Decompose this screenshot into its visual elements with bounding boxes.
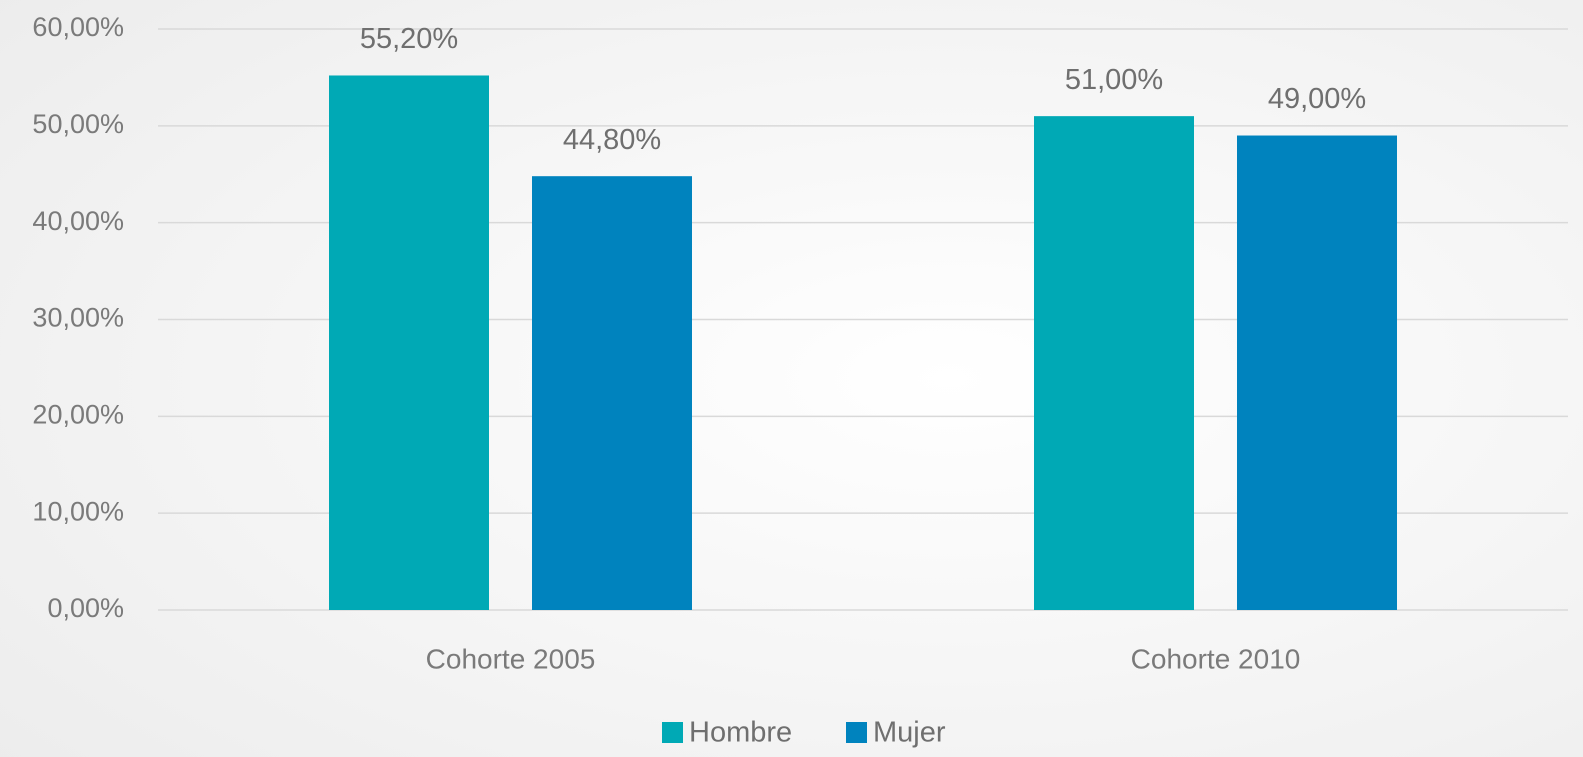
y-tick-label: 0,00% bbox=[47, 593, 124, 623]
legend-label: Hombre bbox=[689, 717, 792, 749]
y-tick-label: 20,00% bbox=[32, 399, 124, 429]
x-tick-label: Cohorte 2010 bbox=[1131, 643, 1301, 674]
legend-swatch bbox=[662, 722, 683, 743]
bar bbox=[329, 75, 489, 611]
data-label: 55,20% bbox=[360, 23, 458, 55]
y-tick-label: 40,00% bbox=[32, 206, 124, 236]
bar bbox=[532, 176, 692, 611]
y-tick-label: 60,00% bbox=[32, 12, 124, 42]
x-tick-label: Cohorte 2005 bbox=[426, 643, 596, 674]
bar bbox=[1034, 116, 1194, 611]
y-tick-label: 10,00% bbox=[32, 496, 124, 526]
data-label: 44,80% bbox=[563, 124, 661, 156]
y-tick-label: 50,00% bbox=[32, 109, 124, 139]
legend-swatch bbox=[846, 722, 867, 743]
data-label: 49,00% bbox=[1268, 83, 1366, 115]
y-tick-label: 30,00% bbox=[32, 303, 124, 333]
legend-label: Mujer bbox=[873, 717, 946, 749]
bar bbox=[1237, 135, 1397, 610]
data-label: 51,00% bbox=[1065, 64, 1163, 96]
